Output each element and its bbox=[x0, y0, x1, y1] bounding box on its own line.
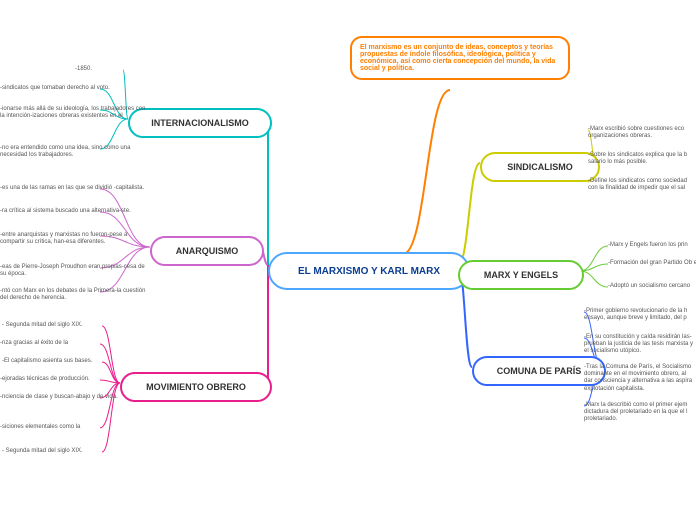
branch-node: MOVIMIENTO OBRERO bbox=[120, 372, 272, 402]
leaf-text: - Segunda mitad del siglo XIX. bbox=[2, 322, 83, 329]
leaf-text: -Tras la Comuna de París, el Socialismo … bbox=[584, 364, 694, 393]
leaf-text: -siciones elementales como la bbox=[0, 424, 80, 431]
branch-node: MARX Y ENGELS bbox=[458, 260, 584, 290]
leaf-text: -ra crítica al sistema buscado una alter… bbox=[0, 208, 131, 215]
branch-node: ANARQUISMO bbox=[150, 236, 264, 266]
leaf-text: -ntó con Marx en los debates de la Prime… bbox=[0, 288, 150, 302]
leaf-text: -eas de Pierre-Joseph Proudhon eran prop… bbox=[0, 264, 150, 278]
leaf-text: -es una de las ramas en las que se divid… bbox=[0, 185, 144, 192]
leaf-text: -ejoradas técnicas de producción. bbox=[0, 376, 90, 383]
leaf-text: -nza gracias al éxito de la bbox=[0, 340, 68, 347]
branch-node: SINDICALISMO bbox=[480, 152, 600, 182]
leaf-text: -1850. bbox=[75, 66, 92, 73]
leaf-text: -En su constitución y caída residirán la… bbox=[584, 334, 694, 356]
leaf-text: -Primer gobierno revolucionario de la h … bbox=[584, 308, 694, 322]
leaf-text: -nciencia de clase y buscan-abajo y de v… bbox=[0, 394, 118, 401]
summary-box: El marxismo es un conjunto de ideas, con… bbox=[350, 36, 570, 80]
leaf-text: -El capitalismo asienta sus bases. bbox=[2, 358, 92, 365]
leaf-text: -no era entendido como una idea, sino co… bbox=[0, 145, 150, 159]
leaf-text: -Marx escribió sobre cuestiones eco orga… bbox=[588, 126, 696, 140]
leaf-text: -Formación del gran Partido Ob en 1869 bbox=[608, 260, 696, 267]
leaf-text: - Segunda mitad del siglo XIX. bbox=[2, 448, 83, 455]
root-node: EL MARXISMO Y KARL MARX bbox=[268, 252, 470, 290]
leaf-text: -Marx la describió como el primer ejem d… bbox=[584, 402, 694, 424]
leaf-text: -Sobre los sindicatos explica que la b s… bbox=[588, 152, 696, 166]
leaf-text: -Marx y Engels fueron los prin bbox=[608, 242, 696, 249]
leaf-text: -Adoptó un socialismo cercano bbox=[608, 283, 696, 290]
leaf-text: -sindicatos que tomaban derecho al voto. bbox=[0, 85, 110, 92]
leaf-text: -Define los sindicatos como sociedad con… bbox=[588, 178, 696, 192]
leaf-text: -ionarse más allá de su ideología, los t… bbox=[0, 106, 150, 120]
leaf-text: -entre anarquistas y marxistas no fueron… bbox=[0, 232, 150, 246]
